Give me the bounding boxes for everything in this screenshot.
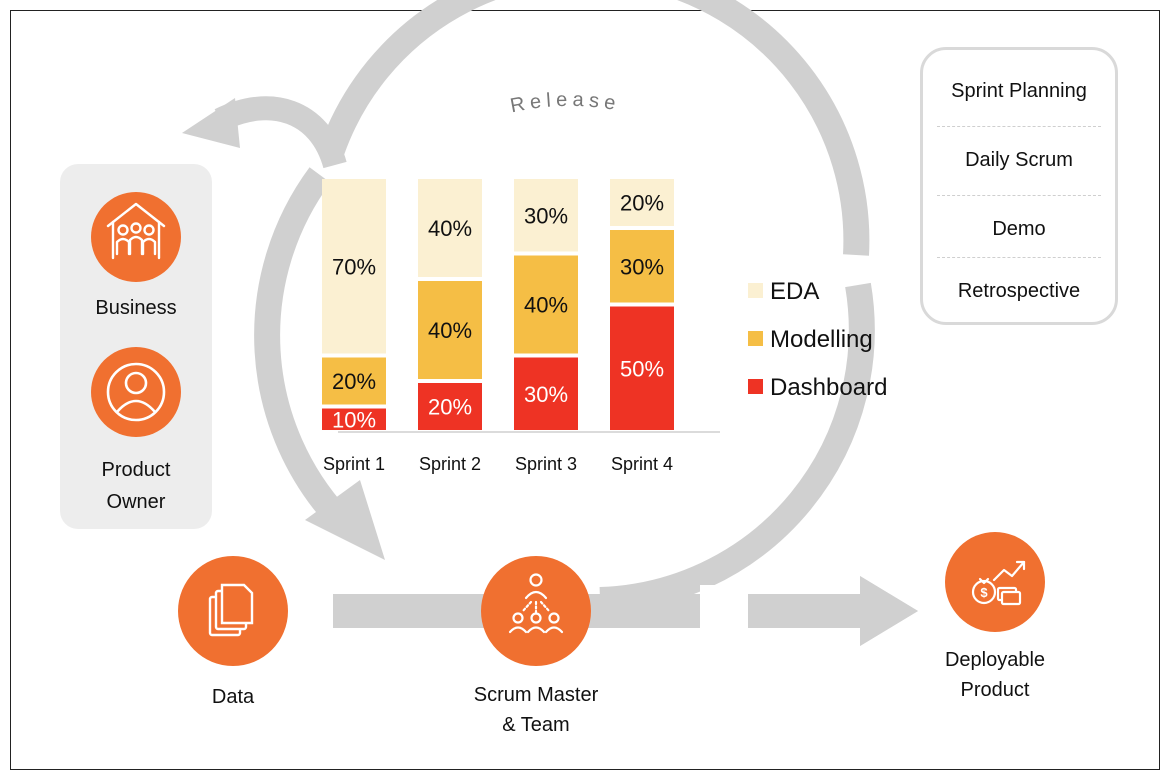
- business-label: Business: [95, 297, 177, 319]
- release-label: Release: [508, 89, 617, 117]
- scrum-label-line1: Scrum Master: [473, 684, 599, 706]
- legend-swatch-dashboard: [748, 379, 763, 394]
- legend-label-modelling: Modelling: [770, 326, 873, 353]
- release-cycle-ring-lower: [254, 167, 350, 529]
- product-owner-label-line2: Owner: [106, 491, 166, 513]
- bar-modelling-3: [514, 255, 578, 354]
- bar-eda-4: [610, 179, 674, 226]
- ceremonies-box: Sprint Planning Daily Scrum Demo Retrosp…: [920, 47, 1118, 325]
- category-label-3: Sprint 3: [515, 454, 577, 474]
- cycle-arrowhead-bottom: [305, 480, 385, 560]
- bar-modelling-1: [322, 357, 386, 405]
- category-label-4: Sprint 4: [611, 454, 673, 474]
- legend-swatch-eda: [748, 283, 763, 298]
- data-label-eda-1: 70%: [332, 254, 376, 279]
- category-label-2: Sprint 2: [419, 454, 481, 474]
- bar-dashboard-2: [418, 383, 482, 430]
- data-label-modelling-1: 20%: [332, 369, 376, 394]
- ceremony-divider: [937, 257, 1101, 258]
- data-label-eda-3: 30%: [524, 203, 568, 228]
- bar-dashboard-3: [514, 357, 578, 430]
- feedback-arrow: [214, 96, 347, 169]
- ceremony-divider: [937, 126, 1101, 127]
- team-icon: [508, 573, 564, 634]
- bar-modelling-2: [418, 281, 482, 379]
- data-label-dashboard-1: 10%: [332, 407, 376, 432]
- bar-modelling-4: [610, 230, 674, 303]
- data-label-dashboard-2: 20%: [428, 395, 472, 420]
- scrum-label-line2: & Team: [502, 714, 570, 736]
- bar-eda-2: [418, 179, 482, 277]
- feedback-arrowhead: [182, 98, 240, 148]
- data-label: Data: [211, 686, 255, 708]
- legend-label-dashboard: Dashboard: [770, 374, 887, 401]
- bar-eda-3: [514, 179, 578, 252]
- bar-eda-1: [322, 179, 386, 354]
- documents-icon: [208, 583, 254, 637]
- flow-arrow-tail: [748, 576, 918, 646]
- category-label-1: Sprint 1: [323, 454, 385, 474]
- sprint-chart: 10% 20% 70% Sprint 1 20% 40% 40% Sprint 2 30% 40%…: [322, 179, 887, 474]
- diagram-frame: [10, 10, 1160, 770]
- deployable-label-line1: Deployable: [944, 649, 1046, 671]
- data-label-eda-2: 40%: [428, 216, 472, 241]
- user-circle-icon: [106, 362, 166, 422]
- svg-text:Release: Release: [508, 89, 622, 117]
- deployable-circle: [945, 532, 1045, 632]
- legend-label-eda: EDA: [770, 278, 819, 305]
- ceremony-sprint-planning: Sprint Planning: [951, 80, 1087, 102]
- ceremony-divider: [937, 195, 1101, 196]
- data-label-modelling-2: 40%: [428, 318, 472, 343]
- svg-text:$: $: [980, 585, 988, 600]
- deployable-label-line2: Product: [960, 679, 1030, 701]
- money-growth-icon: $: [971, 560, 1026, 606]
- data-label-modelling-3: 40%: [524, 293, 568, 318]
- data-label-modelling-4: 30%: [620, 254, 664, 279]
- data-label-dashboard-4: 50%: [620, 356, 664, 381]
- ceremony-retrospective: Retrospective: [957, 280, 1081, 302]
- house-people-icon: [106, 202, 166, 260]
- bar-dashboard-4: [610, 306, 674, 430]
- release-cycle-ring: [319, 0, 870, 256]
- ceremony-daily-scrum: Daily Scrum: [965, 149, 1073, 171]
- data-label-dashboard-3: 30%: [524, 382, 568, 407]
- release-cycle-ring-right: [599, 282, 875, 613]
- data-label-eda-4: 20%: [620, 191, 664, 216]
- legend-swatch-modelling: [748, 331, 763, 346]
- product-owner-label-line1: Product: [101, 459, 171, 481]
- bar-dashboard-1: [322, 408, 386, 430]
- ceremony-demo: Demo: [992, 218, 1046, 240]
